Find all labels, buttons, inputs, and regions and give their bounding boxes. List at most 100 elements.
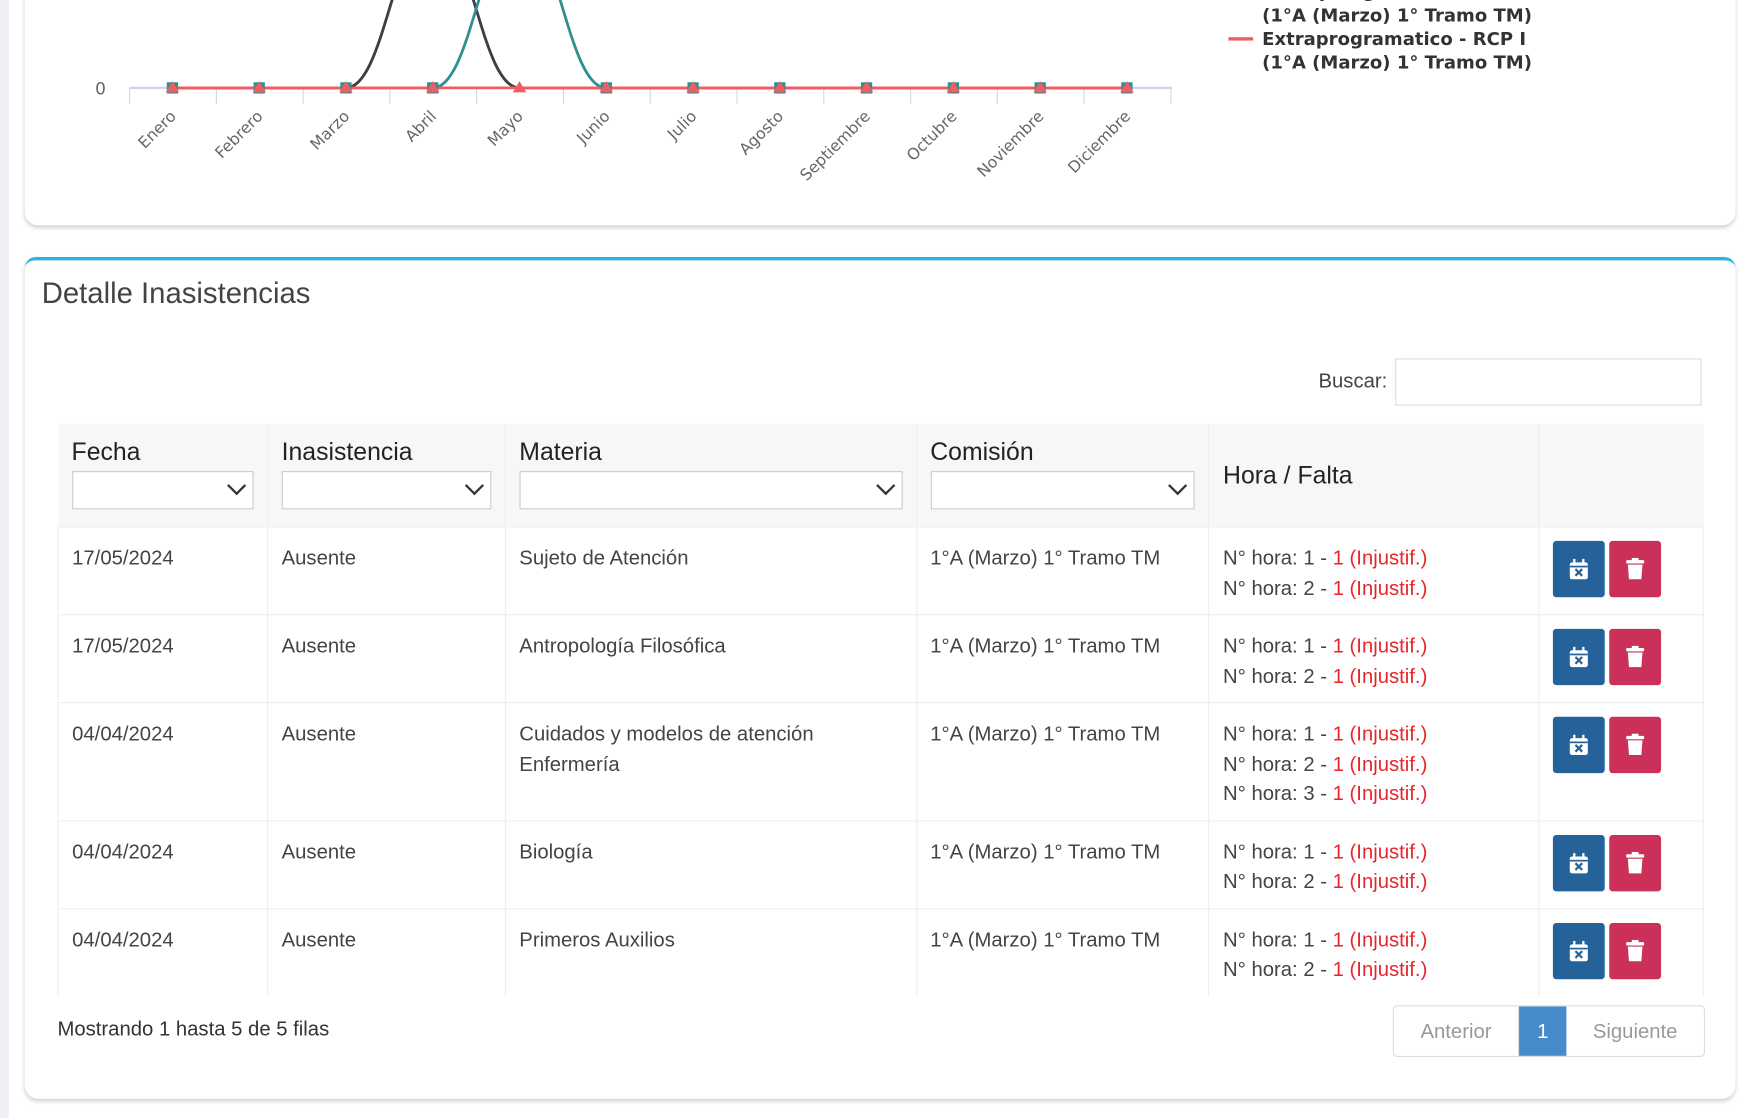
search-input[interactable] bbox=[1395, 358, 1702, 406]
hora-line: N° hora: 2 - 1 (Injustif.) bbox=[1223, 749, 1525, 779]
column-header-label: Inasistencia bbox=[281, 437, 413, 466]
column-header-label: Materia bbox=[519, 437, 602, 466]
hora-line: N° hora: 1 - 1 (Injustif.) bbox=[1223, 543, 1525, 573]
falta-value: 1 (Injustif.) bbox=[1332, 840, 1428, 863]
data-point[interactable] bbox=[252, 81, 266, 93]
sidebar-edge bbox=[0, 0, 10, 1118]
hora-label: N° hora: 2 - bbox=[1223, 869, 1333, 893]
table-row: 04/04/2024 Ausente Cuidados y modelos de… bbox=[57, 702, 1704, 821]
x-tick-label: Diciembre bbox=[1064, 107, 1134, 177]
x-tick-label: Mayo bbox=[484, 107, 527, 150]
cell-inasistencia: Ausente bbox=[266, 614, 506, 703]
column-filter-select[interactable] bbox=[930, 471, 1195, 510]
data-point[interactable] bbox=[773, 81, 787, 93]
legend-item[interactable]: Extraprogramatico - RCP I (1°A (Marzo) 1°… bbox=[1228, 27, 1532, 74]
series-line bbox=[172, 0, 1127, 90]
falta-value: 1 (Injustif.) bbox=[1332, 957, 1428, 981]
cell-hora-falta: N° hora: 1 - 1 (Injustif.) N° hora: 2 - 1… bbox=[1208, 614, 1539, 703]
data-point[interactable] bbox=[859, 81, 874, 93]
detail-card: Detalle Inasistencias Buscar: Fecha Inasi… bbox=[24, 256, 1736, 1099]
cell-actions bbox=[1538, 526, 1704, 615]
cell-comision: 1°A (Marzo) 1° Tramo TM bbox=[915, 526, 1209, 615]
data-point[interactable] bbox=[1033, 81, 1047, 93]
data-point[interactable] bbox=[165, 81, 180, 93]
chart-legend: Antropología Filosófica(1°A (Marzo) 1° T… bbox=[1228, 0, 1532, 74]
falta-value: 1 (Injustif.) bbox=[1332, 928, 1428, 951]
column-filter-select[interactable] bbox=[519, 471, 903, 510]
pagination-page-1[interactable]: 1 bbox=[1519, 1006, 1567, 1056]
x-tick-label: Noviembre bbox=[973, 107, 1047, 181]
falta-value: 1 (Injustif.) bbox=[1332, 869, 1428, 893]
data-point[interactable] bbox=[512, 81, 527, 93]
hora-label: N° hora: 2 - bbox=[1223, 957, 1333, 981]
pagination-next[interactable]: Siguiente bbox=[1592, 1019, 1678, 1042]
column-filter-select[interactable] bbox=[281, 471, 492, 510]
series-line bbox=[172, 0, 1127, 90]
column-header: Comisión bbox=[915, 423, 1209, 527]
delete-button[interactable] bbox=[1609, 716, 1662, 774]
table-row: 17/05/2024 Ausente Antropología Filosófi… bbox=[57, 614, 1704, 703]
search-label: Buscar: bbox=[1318, 369, 1388, 393]
hora-label: N° hora: 1 - bbox=[1223, 546, 1333, 570]
column-filter-select[interactable] bbox=[71, 471, 254, 510]
cell-inasistencia: Ausente bbox=[266, 819, 506, 909]
justify-button[interactable] bbox=[1552, 540, 1605, 598]
data-point[interactable] bbox=[339, 81, 353, 93]
pagination-prev[interactable]: Anterior bbox=[1394, 1006, 1520, 1056]
cell-comision: 1°A (Marzo) 1° Tramo TM bbox=[915, 907, 1209, 996]
chevron-down-icon bbox=[1168, 476, 1188, 496]
hora-line: N° hora: 2 - 1 (Injustif.) bbox=[1223, 955, 1525, 985]
column-header: Inasistencia bbox=[266, 423, 506, 527]
cell-hora-falta: N° hora: 1 - 1 (Injustif.) N° hora: 2 - 1… bbox=[1208, 819, 1539, 909]
justify-button[interactable] bbox=[1552, 716, 1605, 774]
delete-button[interactable] bbox=[1609, 540, 1662, 598]
legend-marker-icon bbox=[1228, 37, 1254, 41]
legend-item[interactable]: Antropología Filosófica(1°A (Marzo) 1° T… bbox=[1228, 0, 1532, 27]
justify-button[interactable] bbox=[1552, 834, 1605, 891]
delete-button[interactable] bbox=[1609, 922, 1662, 979]
hora-line: N° hora: 1 - 1 (Injustif.) bbox=[1223, 925, 1525, 955]
hora-line: N° hora: 1 - 1 (Injustif.) bbox=[1223, 631, 1525, 661]
chevron-down-icon bbox=[226, 476, 247, 496]
hora-label: N° hora: 2 - bbox=[1223, 664, 1333, 687]
legend-label-line2: (1°A (Marzo) 1° Tramo TM) bbox=[1262, 4, 1532, 26]
justify-button[interactable] bbox=[1552, 922, 1605, 979]
cell-actions bbox=[1538, 614, 1704, 703]
column-header: Materia bbox=[504, 423, 917, 527]
actions-header bbox=[1538, 423, 1704, 527]
falta-value: 1 (Injustif.) bbox=[1332, 782, 1428, 805]
data-point[interactable] bbox=[425, 81, 440, 93]
chart-card: 0 Enero Febrero Marzo Abril Mayo Junio Julio Ago… bbox=[24, 0, 1736, 226]
cell-materia: Sujeto de Atención bbox=[504, 526, 917, 615]
y-tick-label: 0 bbox=[95, 79, 106, 99]
column-header-label: Fecha bbox=[71, 437, 141, 466]
justify-button[interactable] bbox=[1552, 628, 1605, 686]
hora-label: N° hora: 1 - bbox=[1223, 840, 1333, 863]
cell-materia: Primeros Auxilios bbox=[504, 907, 917, 996]
hora-line: N° hora: 1 - 1 (Injustif.) bbox=[1223, 719, 1525, 749]
column-header: Hora / Falta bbox=[1208, 423, 1539, 527]
cell-inasistencia: Ausente bbox=[266, 526, 506, 615]
hora-label: N° hora: 1 - bbox=[1223, 634, 1333, 657]
column-header: Fecha bbox=[58, 423, 268, 527]
hora-label: N° hora: 1 - bbox=[1223, 722, 1333, 745]
data-point[interactable] bbox=[599, 81, 614, 93]
data-point[interactable] bbox=[946, 81, 961, 93]
card-title: Detalle Inasistencias bbox=[41, 276, 311, 310]
falta-value: 1 (Injustif.) bbox=[1332, 664, 1428, 687]
cell-comision: 1°A (Marzo) 1° Tramo TM bbox=[915, 702, 1209, 821]
x-tick-label: Julio bbox=[663, 107, 701, 145]
cell-comision: 1°A (Marzo) 1° Tramo TM bbox=[915, 614, 1209, 703]
table-header: Fecha Inasistencia Materia Comisión Hora / F… bbox=[58, 423, 1704, 527]
hora-line: N° hora: 1 - 1 (Injustif.) bbox=[1223, 837, 1525, 867]
series-line bbox=[172, 0, 1127, 90]
x-tick-label: Agosto bbox=[735, 107, 787, 159]
data-point[interactable] bbox=[686, 81, 700, 93]
delete-button[interactable] bbox=[1609, 834, 1662, 891]
delete-button[interactable] bbox=[1609, 628, 1662, 686]
data-point[interactable] bbox=[1120, 81, 1134, 93]
cell-inasistencia: Ausente bbox=[266, 702, 506, 821]
falta-value: 1 (Injustif.) bbox=[1332, 752, 1428, 775]
falta-value: 1 (Injustif.) bbox=[1332, 576, 1428, 599]
